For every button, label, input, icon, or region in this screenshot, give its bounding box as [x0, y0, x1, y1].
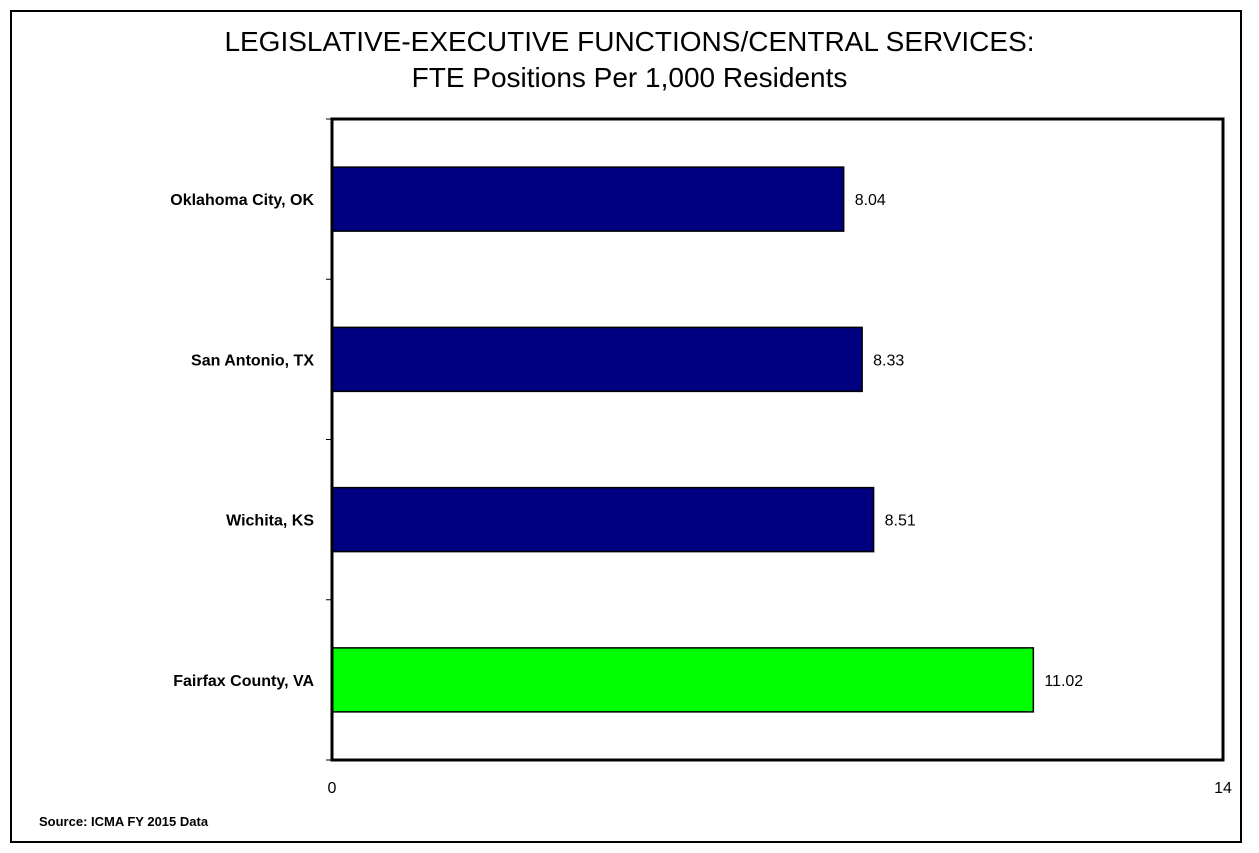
category-label-3: Fairfax County, VA — [173, 673, 314, 690]
bars-layer — [332, 167, 1033, 712]
category-label-1: San Antonio, TX — [191, 352, 314, 369]
value-label-3: 11.02 — [1044, 673, 1083, 690]
category-label-0: Oklahoma City, OK — [170, 192, 314, 209]
source-note: Source: ICMA FY 2015 Data — [39, 814, 208, 829]
bar-1 — [332, 327, 862, 391]
bar-2 — [332, 488, 874, 552]
x-tick-label-1: 14 — [1214, 780, 1232, 797]
value-label-0: 8.04 — [855, 192, 886, 209]
bar-3 — [332, 648, 1033, 712]
bar-0 — [332, 167, 844, 231]
value-label-1: 8.33 — [873, 352, 904, 369]
value-label-2: 8.51 — [885, 513, 916, 530]
x-tick-label-0: 0 — [328, 780, 337, 797]
category-label-2: Wichita, KS — [226, 513, 314, 530]
